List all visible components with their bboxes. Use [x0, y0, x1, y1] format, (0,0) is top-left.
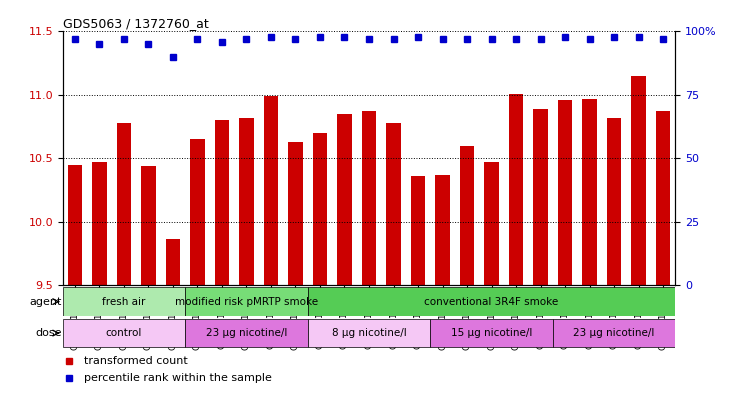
Bar	[337, 114, 352, 285]
Text: 23 μg nicotine/l: 23 μg nicotine/l	[206, 328, 287, 338]
Text: percentile rank within the sample: percentile rank within the sample	[84, 373, 272, 384]
Bar	[263, 96, 278, 285]
Bar	[435, 174, 450, 285]
Text: agent: agent	[29, 297, 61, 307]
Bar	[308, 319, 430, 347]
Bar	[508, 94, 523, 285]
Bar	[484, 162, 499, 285]
Bar	[117, 123, 131, 285]
Bar	[165, 239, 180, 285]
Bar	[185, 319, 308, 347]
Bar	[607, 118, 621, 285]
Bar	[239, 118, 254, 285]
Bar	[313, 133, 328, 285]
Bar	[386, 123, 401, 285]
Text: GDS5063 / 1372760_at: GDS5063 / 1372760_at	[63, 17, 208, 30]
Text: modified risk pMRTP smoke: modified risk pMRTP smoke	[175, 297, 318, 307]
Text: 15 μg nicotine/l: 15 μg nicotine/l	[451, 328, 532, 338]
Bar	[631, 76, 646, 285]
Text: 23 μg nicotine/l: 23 μg nicotine/l	[573, 328, 655, 338]
Bar	[460, 145, 475, 285]
Text: fresh air: fresh air	[103, 297, 145, 307]
Text: control: control	[106, 328, 142, 338]
Text: dose: dose	[35, 328, 61, 338]
Bar	[63, 319, 185, 347]
Bar	[92, 162, 107, 285]
Bar	[430, 319, 553, 347]
Bar	[582, 99, 597, 285]
Bar	[288, 142, 303, 285]
Text: transformed count: transformed count	[84, 356, 188, 366]
Bar	[558, 100, 573, 285]
Bar	[553, 319, 675, 347]
Bar	[655, 111, 670, 285]
Bar	[68, 165, 83, 285]
Bar	[410, 176, 425, 285]
Text: 8 μg nicotine/l: 8 μg nicotine/l	[331, 328, 407, 338]
Bar	[63, 287, 185, 316]
Bar	[185, 287, 308, 316]
Bar	[190, 139, 205, 285]
Bar	[533, 109, 548, 285]
Text: conventional 3R4F smoke: conventional 3R4F smoke	[424, 297, 559, 307]
Bar	[308, 287, 675, 316]
Bar	[215, 120, 230, 285]
Bar	[141, 166, 156, 285]
Bar	[362, 111, 376, 285]
